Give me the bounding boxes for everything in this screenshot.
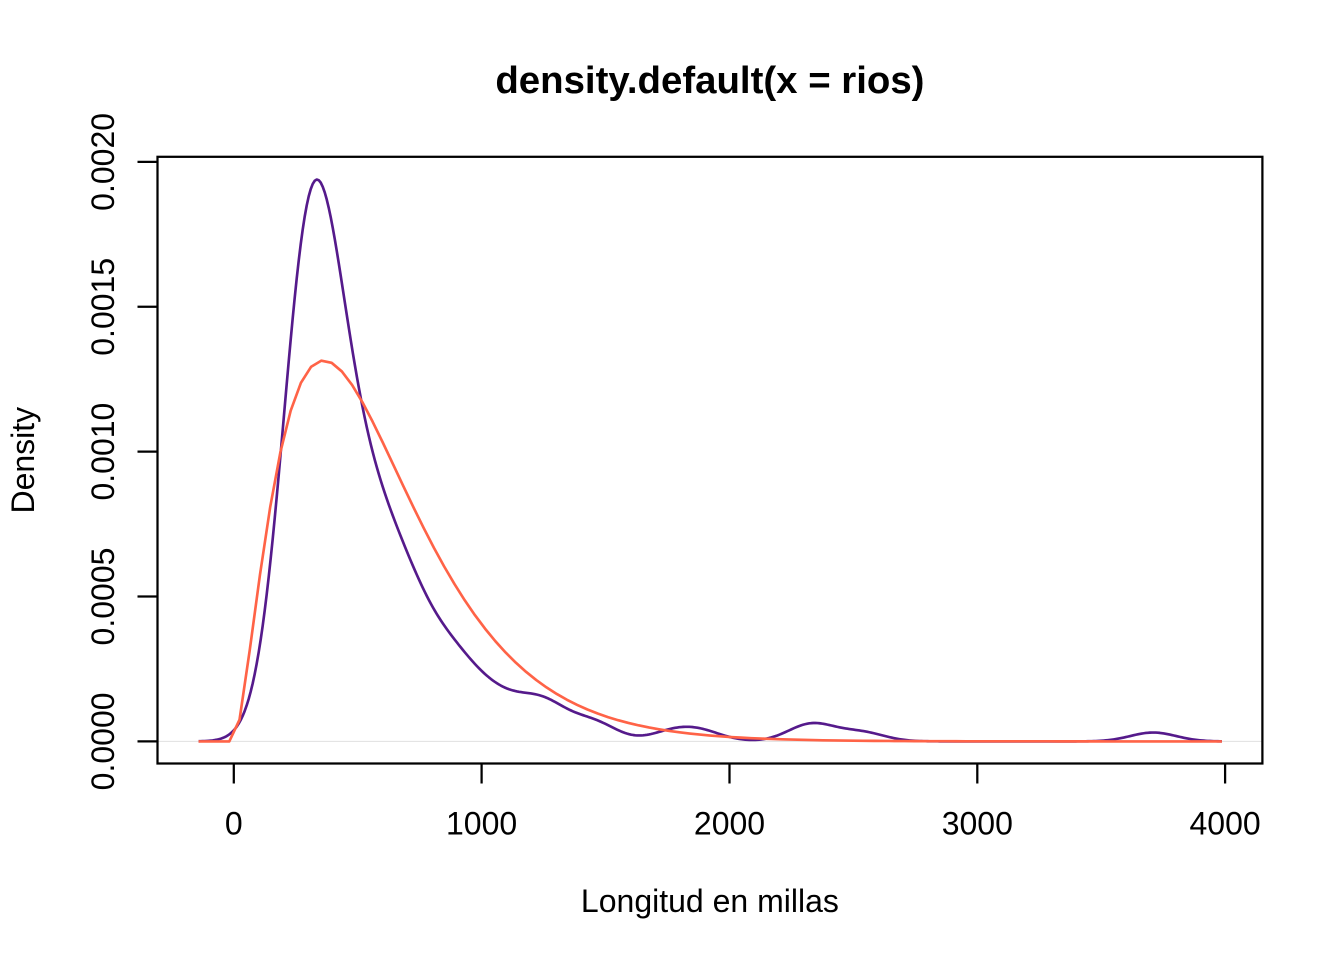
svg-text:Longitud en millas: Longitud en millas [581, 883, 839, 919]
svg-text:density.default(x = rios): density.default(x = rios) [495, 59, 924, 102]
svg-text:1000: 1000 [446, 806, 517, 842]
svg-text:0: 0 [225, 806, 243, 842]
svg-text:4000: 4000 [1190, 806, 1261, 842]
svg-text:0.0010: 0.0010 [85, 403, 121, 501]
svg-text:0.0005: 0.0005 [85, 548, 121, 646]
svg-text:0.0000: 0.0000 [85, 692, 121, 790]
svg-text:Density: Density [5, 407, 41, 514]
svg-text:2000: 2000 [694, 806, 765, 842]
svg-text:0.0020: 0.0020 [85, 113, 121, 211]
svg-text:3000: 3000 [942, 806, 1013, 842]
svg-text:0.0015: 0.0015 [85, 258, 121, 356]
